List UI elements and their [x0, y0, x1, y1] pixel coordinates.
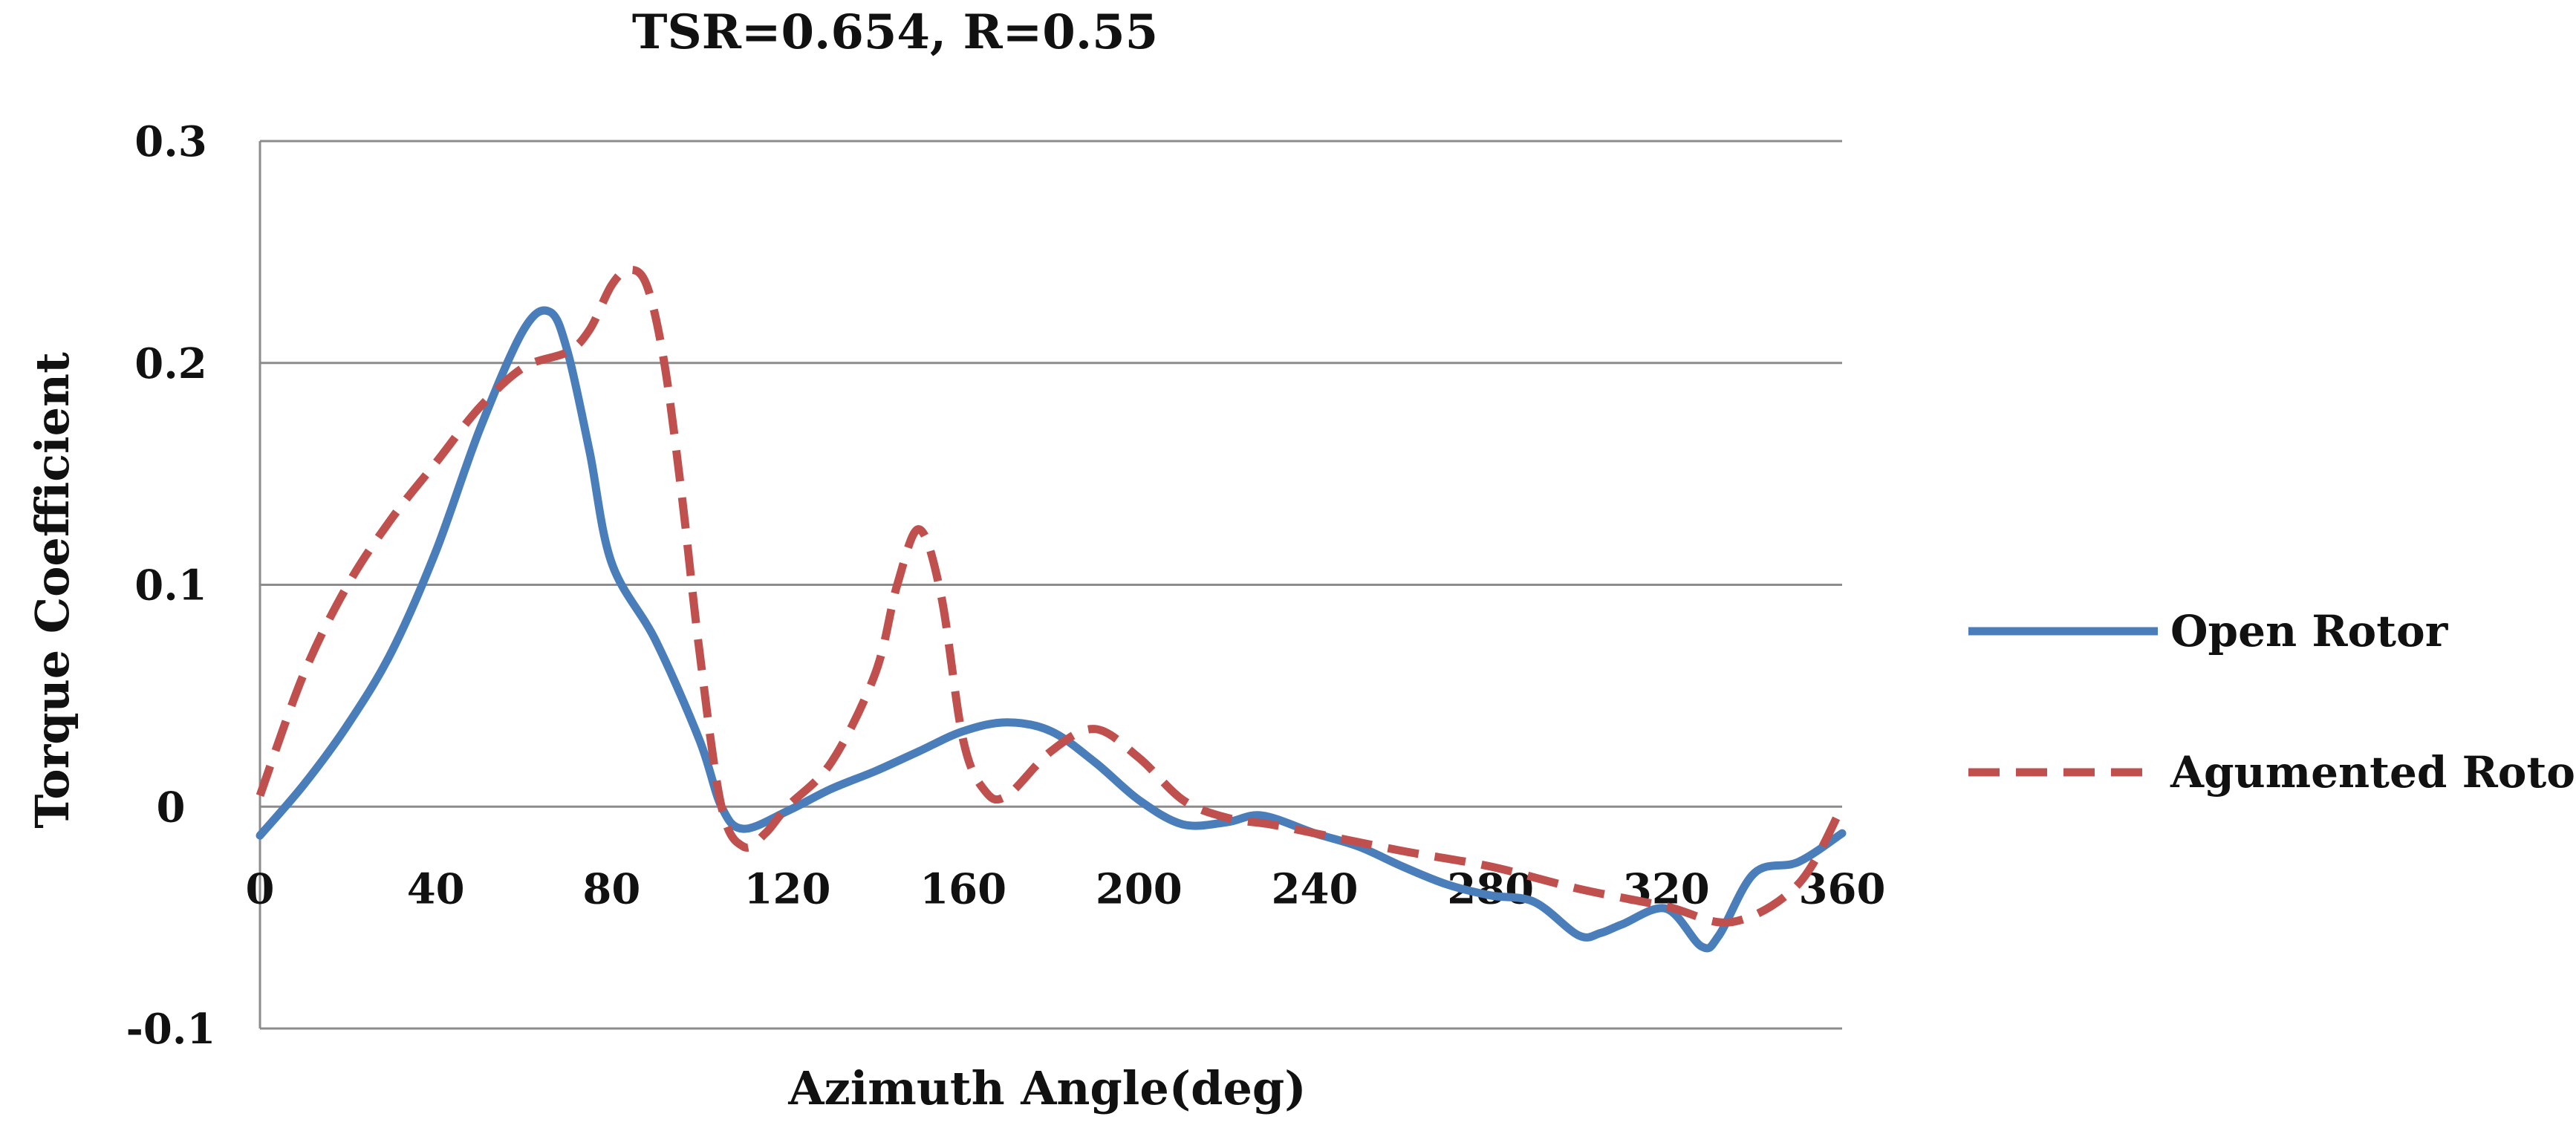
- x-tick-label: 360: [1799, 864, 1886, 913]
- x-tick-label: 240: [1272, 864, 1359, 913]
- y-tick-labels: -0.1 0 0.1 0.2 0.3: [126, 117, 216, 1054]
- y-tick-label: 0: [157, 783, 186, 832]
- x-tick-label: 40: [407, 864, 465, 913]
- y-tick-label: 0.3: [134, 117, 206, 166]
- y-tick-label: 0.2: [134, 339, 206, 388]
- x-tick-label: 120: [744, 864, 831, 913]
- gridlines: [260, 140, 1842, 1030]
- legend-label: Agumented Rotor: [2170, 747, 2576, 798]
- x-tick-label: 160: [920, 864, 1006, 913]
- legend: Open Rotor Agumented Rotor: [1968, 606, 2576, 798]
- legend-label: Open Rotor: [2170, 606, 2449, 656]
- x-tick-labels: 0 40 80 120 160 200 240 280 320 360: [246, 864, 1886, 913]
- series-line-2: [256, 265, 1846, 927]
- x-tick-label: 0: [246, 864, 275, 913]
- x-tick-label: 200: [1096, 864, 1183, 913]
- series-line-1: [256, 306, 1847, 953]
- chart-title: TSR=0.654, R=0.55: [632, 4, 1158, 60]
- y-tick-label: 0.1: [134, 561, 206, 610]
- y-tick-label: -0.1: [126, 1005, 216, 1054]
- x-axis-title: Azimuth Angle(deg): [787, 1061, 1306, 1115]
- x-tick-label: 80: [582, 864, 640, 913]
- series-lines: [256, 265, 1847, 953]
- y-axis-title: Torque Coefficient: [25, 352, 79, 829]
